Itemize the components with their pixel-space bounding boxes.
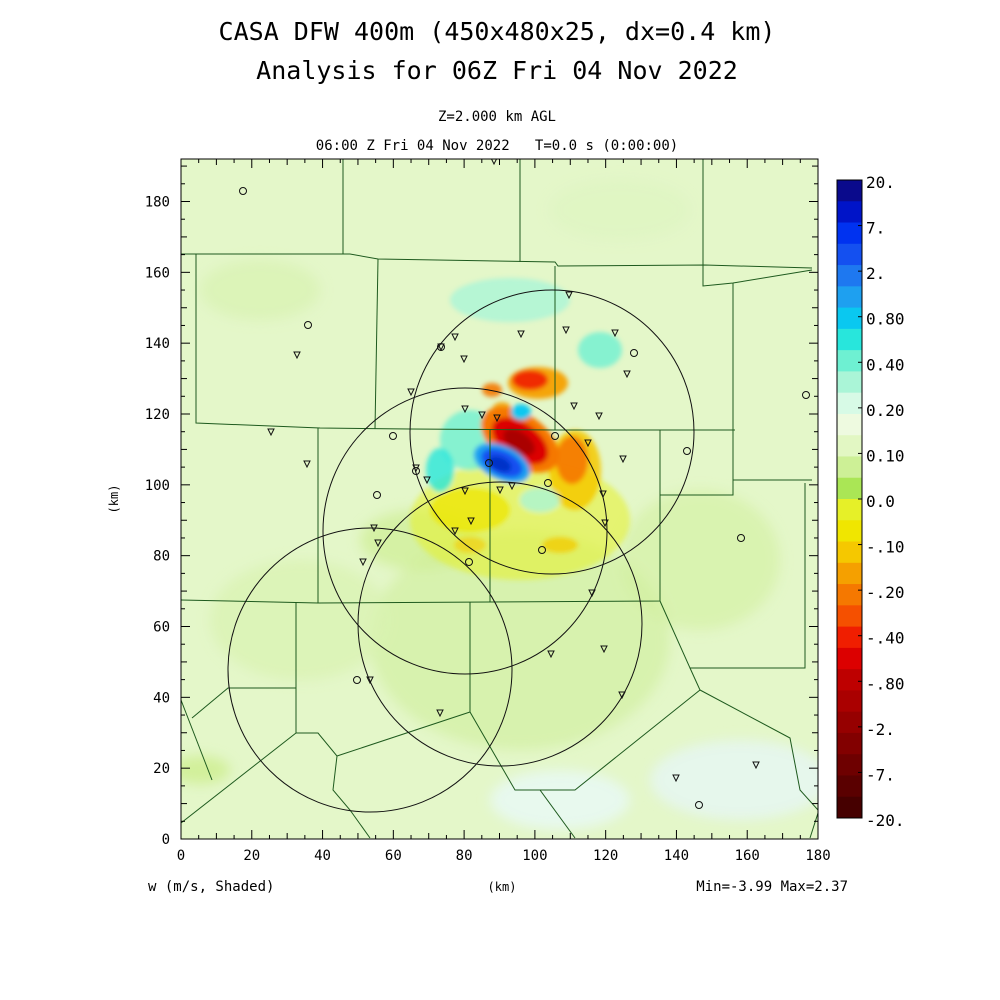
colorbar-label: -.40 <box>866 629 905 648</box>
y-axis-label: (km) <box>107 485 121 514</box>
colorbar-swatch <box>837 350 862 372</box>
station-markers <box>239 159 810 809</box>
colorbar-swatch <box>837 711 862 734</box>
colorbar-label: -.80 <box>866 674 905 693</box>
x-tick-label: 60 <box>385 848 402 864</box>
colorbar-label: 0.40 <box>866 355 905 374</box>
colorbar-swatch <box>837 456 862 479</box>
colorbar-label: 0.10 <box>866 446 905 465</box>
x-tick-label: 140 <box>664 848 689 864</box>
storm-core <box>410 278 630 580</box>
colorbar-swatch <box>837 775 862 798</box>
y-tick-label: 140 <box>145 336 170 352</box>
x-tick-label: 120 <box>593 848 618 864</box>
colorbar-swatch <box>837 328 862 351</box>
time-label: 06:00 Z Fri 04 Nov 2022 T=0.0 s (0:00:00… <box>316 138 678 154</box>
colorbar-swatch <box>837 541 862 564</box>
x-tick-label: 100 <box>522 848 547 864</box>
x-tick-label: 160 <box>735 848 760 864</box>
colorbar-swatch <box>837 626 862 649</box>
colorbar-swatch <box>837 243 862 266</box>
colorbar-swatch <box>837 180 862 202</box>
colorbar-swatch <box>837 265 862 287</box>
colorbar-swatch <box>837 584 862 606</box>
y-tick-label: 100 <box>145 478 170 494</box>
colorbar-swatch <box>837 392 862 415</box>
colorbar-label: 2. <box>866 264 885 283</box>
colorbar-label: -.10 <box>866 538 905 557</box>
y-tick-label: 0 <box>162 832 170 848</box>
colorbar-swatch <box>837 413 862 436</box>
radar-range-rings <box>227 289 695 813</box>
colorbar-swatch <box>837 499 862 521</box>
variable-label: w (m/s, Shaded) <box>148 879 274 895</box>
min-max-label: Min=-3.99 Max=2.37 <box>696 879 848 895</box>
colorbar-label: 0.80 <box>866 310 905 329</box>
y-tick-label: 160 <box>145 265 170 281</box>
plot-area <box>181 159 818 839</box>
radar-ring <box>227 527 513 813</box>
level-label: Z=2.000 km AGL <box>438 109 556 125</box>
colorbar-label: -7. <box>866 765 895 784</box>
x-axis-label: (km) <box>488 880 517 894</box>
y-axis: 0 20 40 60 80 100 120 140 160 180 <box>145 165 818 848</box>
colorbar-label: 0.20 <box>866 401 905 420</box>
circle-station-icon <box>239 187 810 809</box>
y-tick-label: 180 <box>145 195 170 211</box>
y-tick-label: 60 <box>153 620 170 636</box>
colorbar-label: -2. <box>866 720 895 739</box>
y-tick-label: 40 <box>153 690 170 706</box>
colorbar-swatch <box>837 371 862 394</box>
radar-ring <box>357 481 643 767</box>
x-axis: 0 20 40 60 80 100 120 140 160 180 <box>177 159 831 864</box>
x-tick-label: 20 <box>243 848 260 864</box>
colorbar-swatch <box>837 520 862 543</box>
colorbar-swatch <box>837 690 862 713</box>
colorbar-swatch <box>837 435 862 457</box>
colorbar-swatch <box>837 562 862 585</box>
triangle-station-icon <box>267 159 760 783</box>
y-tick-label: 80 <box>153 549 170 565</box>
colorbar-swatch <box>837 201 862 224</box>
colorbar-swatch <box>837 669 862 691</box>
x-tick-label: 180 <box>805 848 830 864</box>
radar-ring <box>409 289 695 575</box>
colorbar-label: -.20 <box>866 583 905 602</box>
y-tick-label: 120 <box>145 407 170 423</box>
colorbar-swatch <box>837 647 862 670</box>
colorbar-label: 0.0 <box>866 492 895 511</box>
colorbar-swatch <box>837 307 862 330</box>
y-tick-label: 20 <box>153 761 170 777</box>
colorbar-label: 20. <box>866 173 895 192</box>
colorbar: 20. 7. 2. 0.80 0.40 0.20 0.10 0.0 -.10 -.20 -.40 -.… <box>836 173 905 830</box>
colorbar-swatch <box>837 732 862 755</box>
colorbar-swatch <box>837 477 862 500</box>
colorbar-swatch <box>837 754 862 776</box>
chart-subtitle: Analysis for 06Z Fri 04 Nov 2022 <box>256 56 738 85</box>
x-tick-label: 40 <box>314 848 331 864</box>
colorbar-label: 7. <box>866 219 885 238</box>
colorbar-label: -20. <box>866 811 905 830</box>
x-tick-label: 80 <box>456 848 473 864</box>
colorbar-swatch <box>837 605 862 628</box>
x-tick-label: 0 <box>177 848 185 864</box>
colorbar-swatch <box>837 286 862 309</box>
colorbar-swatch <box>837 222 862 245</box>
colorbar-swatch <box>837 796 862 819</box>
chart-title: CASA DFW 400m (450x480x25, dx=0.4 km) <box>219 17 776 46</box>
